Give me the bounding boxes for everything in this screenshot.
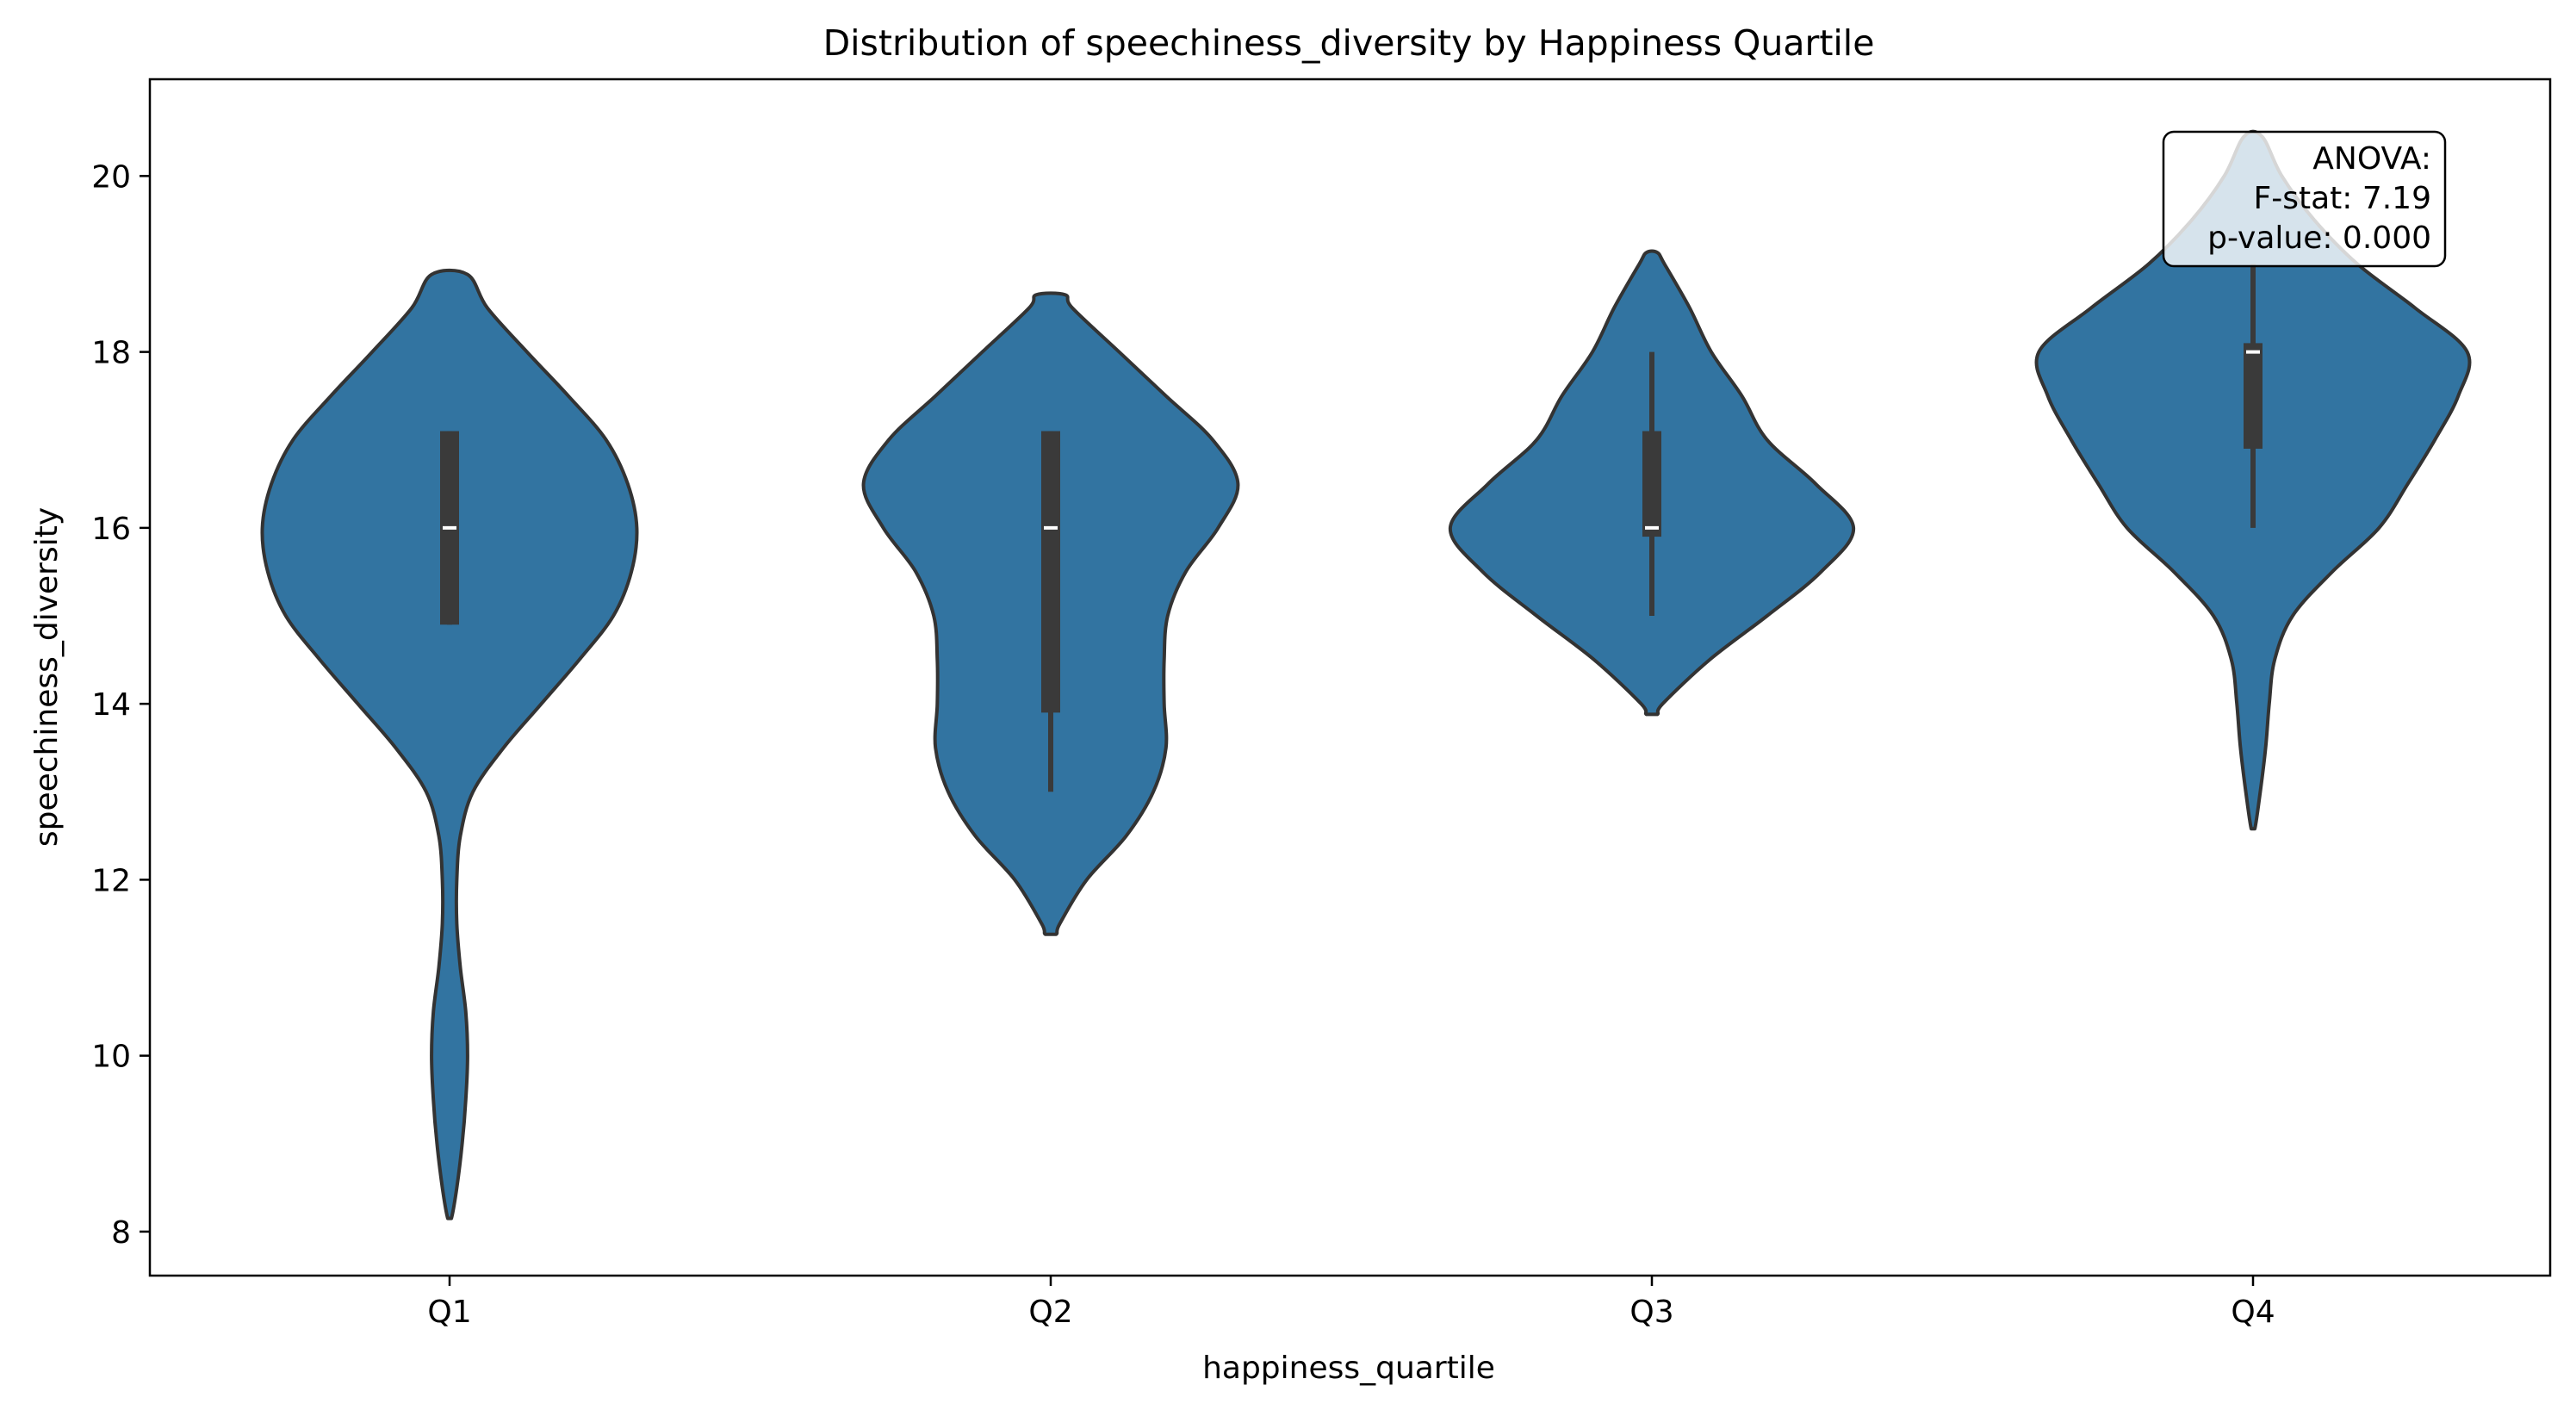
anova-annotation-line-2: F-stat: 7.19 bbox=[2254, 181, 2431, 216]
anova-annotation: ANOVA: F-stat: 7.19 p-value: 0.000 bbox=[2162, 130, 2447, 268]
y-tick-label: 10 bbox=[91, 1040, 131, 1075]
y-axis: 8 10 12 14 16 18 20 bbox=[91, 159, 150, 1251]
x-tick-label: Q3 bbox=[1629, 1295, 1673, 1330]
y-tick-label: 14 bbox=[91, 687, 131, 723]
y-axis-label: speechiness_diversity bbox=[29, 507, 65, 847]
x-tick-label: Q4 bbox=[2231, 1295, 2275, 1330]
y-tick-label: 18 bbox=[91, 336, 131, 371]
y-tick-label: 20 bbox=[91, 159, 131, 195]
violin-q2 bbox=[861, 291, 1240, 936]
violin-q4 bbox=[2034, 129, 2472, 831]
anova-annotation-line-1: ANOVA: bbox=[2312, 141, 2431, 177]
anova-annotation-box bbox=[2162, 130, 2447, 268]
y-tick-label: 16 bbox=[91, 512, 131, 547]
y-tick-label: 12 bbox=[91, 863, 131, 898]
chart-title: Distribution of speechiness_diversity by… bbox=[823, 22, 1875, 64]
anova-annotation-line-3: p-value: 0.000 bbox=[2207, 220, 2431, 256]
x-tick-label: Q1 bbox=[427, 1295, 471, 1330]
x-axis-label: happiness_quartile bbox=[1202, 1351, 1495, 1386]
violin-q1 bbox=[260, 268, 639, 1220]
violin-iqr-box-q2 bbox=[1041, 431, 1060, 713]
x-tick-label: Q2 bbox=[1028, 1295, 1072, 1330]
violin-iqr-box-q4 bbox=[2244, 343, 2263, 449]
plot-frame bbox=[148, 78, 2552, 1277]
y-tick-label: 8 bbox=[111, 1215, 131, 1251]
violin-layer bbox=[260, 129, 2472, 1220]
violin-body-q1 bbox=[260, 268, 639, 1220]
violin-q3 bbox=[1448, 249, 1856, 717]
violin-iqr-box-q3 bbox=[1642, 431, 1661, 537]
x-axis: Q1 Q2 Q3 Q4 bbox=[427, 1276, 2275, 1330]
